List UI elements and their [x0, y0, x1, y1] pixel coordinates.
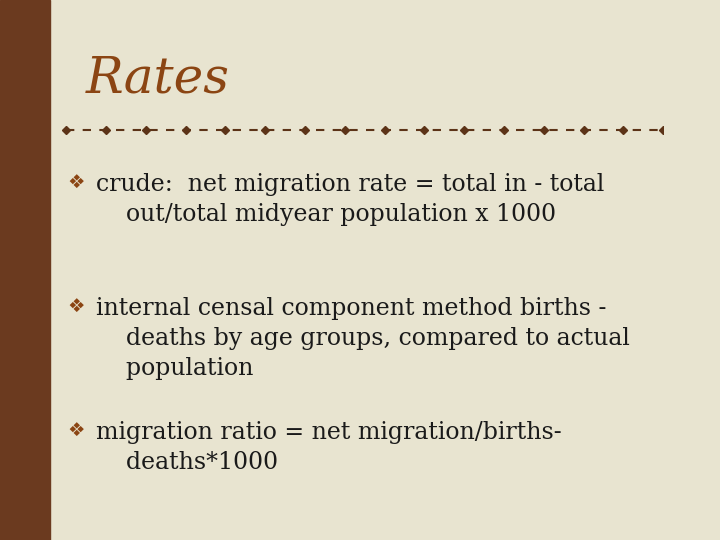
Text: migration ratio = net migration/births-
    deaths*1000: migration ratio = net migration/births- …: [96, 421, 562, 475]
Text: internal censal component method births -
    deaths by age groups, compared to : internal censal component method births …: [96, 297, 630, 380]
Text: ❖: ❖: [68, 297, 85, 316]
Text: Rates: Rates: [86, 54, 230, 104]
Text: crude:  net migration rate = total in - total
    out/total midyear population x: crude: net migration rate = total in - t…: [96, 173, 605, 226]
Bar: [0, 0, 50, 540]
Text: ❖: ❖: [68, 421, 85, 440]
Text: ❖: ❖: [68, 173, 85, 192]
